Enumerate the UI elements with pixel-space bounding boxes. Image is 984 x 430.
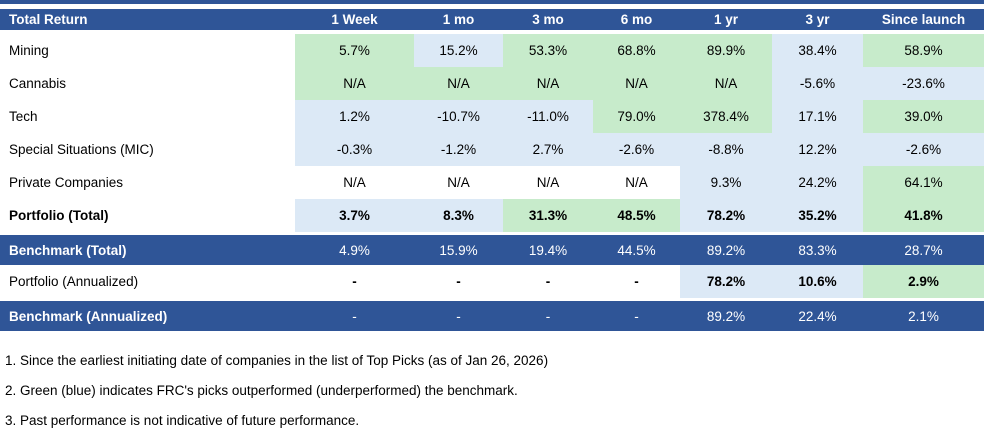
table-title: Total Return (9, 12, 88, 27)
table-header-row: Total Return 1 Week 1 mo 3 mo 6 mo 1 yr … (0, 9, 984, 30)
value-cell: 19.4% (528, 242, 568, 258)
value-cell: 41.8% (863, 199, 984, 232)
value-cell: - (352, 308, 357, 324)
value-cell: -2.6% (863, 133, 984, 166)
top-divider-bar (0, 0, 984, 4)
value-cell: 78.2% (680, 199, 772, 232)
footnotes: 1. Since the earliest initiating date of… (0, 345, 984, 430)
value-cell: 89.2% (706, 242, 746, 258)
value-cell: 3.7% (295, 199, 414, 232)
value-cell: - (634, 308, 639, 324)
value-cell: N/A (680, 67, 772, 100)
value-cell: - (352, 274, 357, 289)
value-cell: - (456, 308, 461, 324)
table-row: Private Companies N/A N/A N/A N/A 9.3% 24.2% 64… (0, 166, 984, 199)
row-label: Tech (9, 109, 38, 124)
value-cell: 78.2% (680, 265, 772, 298)
value-cell: N/A (447, 175, 470, 190)
column-header-1-week: 1 Week (331, 12, 378, 27)
column-header-1-mo: 1 mo (442, 12, 475, 27)
value-cell: 28.7% (904, 242, 943, 258)
value-cell: N/A (295, 67, 414, 100)
row-label: Private Companies (9, 175, 124, 190)
value-cell: 1.2% (295, 100, 414, 133)
value-cell: -5.6% (772, 67, 863, 100)
row-label: Cannabis (9, 76, 67, 91)
value-cell: 58.9% (863, 34, 984, 67)
value-cell: 10.6% (772, 265, 863, 298)
value-cell: 79.0% (593, 100, 680, 133)
table-body: Mining 5.7% 15.2% 53.3% 68.8% 89.9% 38.4% 58.9%… (0, 34, 984, 331)
value-cell: 2.9% (863, 265, 984, 298)
table-row: Mining 5.7% 15.2% 53.3% 68.8% 89.9% 38.4% 58.9% (0, 34, 984, 67)
value-cell: N/A (414, 67, 503, 100)
column-header-6-mo: 6 mo (620, 12, 653, 27)
table-row: Portfolio (Total) 3.7% 8.3% 31.3% 48.5% 78.2%… (0, 199, 984, 232)
value-cell: -0.3% (295, 133, 414, 166)
value-cell: -10.7% (414, 100, 503, 133)
value-cell: 5.7% (295, 34, 414, 67)
value-cell: 35.2% (772, 199, 863, 232)
row-label: Benchmark (Annualized) (9, 308, 168, 324)
value-cell: N/A (593, 67, 680, 100)
value-cell: -11.0% (503, 100, 593, 133)
value-cell: - (545, 274, 551, 289)
value-cell: 12.2% (772, 133, 863, 166)
value-cell: 68.8% (593, 34, 680, 67)
value-cell: -1.2% (414, 133, 503, 166)
table-row: Portfolio (Annualized) - - - - 78.2% 10.6% 2.9% (0, 265, 984, 298)
column-header-3-mo: 3 mo (532, 12, 564, 27)
footnote-1: 1. Since the earliest initiating date of… (5, 352, 549, 368)
value-cell: N/A (625, 175, 648, 190)
value-cell: 31.3% (503, 199, 593, 232)
row-label: Special Situations (MIC) (9, 142, 154, 157)
value-cell: 44.5% (617, 242, 656, 258)
value-cell: - (545, 308, 551, 324)
value-cell: N/A (503, 67, 593, 100)
column-header-3-yr: 3 yr (805, 12, 830, 27)
value-cell: 4.9% (339, 242, 370, 258)
footnote-3: 3. Past performance is not indicative of… (5, 412, 360, 428)
column-header-1-yr: 1 yr (713, 12, 739, 27)
row-label: Portfolio (Total) (9, 208, 109, 223)
value-cell: N/A (536, 175, 560, 190)
value-cell: 22.4% (798, 308, 837, 324)
value-cell: 9.3% (680, 166, 772, 199)
value-cell: 38.4% (772, 34, 863, 67)
row-label: Mining (9, 43, 49, 58)
value-cell: 15.9% (439, 242, 478, 258)
table-row: Cannabis N/A N/A N/A N/A N/A -5.6% -23.6% (0, 67, 984, 100)
value-cell: N/A (343, 175, 366, 190)
value-cell: 8.3% (414, 199, 503, 232)
table-row: Special Situations (MIC) -0.3% -1.2% 2.7% -2… (0, 133, 984, 166)
value-cell: 2.1% (908, 308, 939, 324)
value-cell: - (634, 274, 639, 289)
footnote-2: 2. Green (blue) indicates FRC's picks ou… (5, 382, 518, 398)
value-cell: 89.9% (680, 34, 772, 67)
column-header-since-launch: Since launch (881, 12, 966, 27)
table-row: Benchmark (Total) 4.9% 15.9% 19.4% 44.5% 89.2… (0, 232, 984, 265)
value-cell: 24.2% (772, 166, 863, 199)
row-label: Portfolio (Annualized) (9, 274, 139, 289)
value-cell: - (456, 274, 461, 289)
value-cell: -23.6% (863, 67, 984, 100)
value-cell: 83.3% (798, 242, 837, 258)
value-cell: 89.2% (706, 308, 746, 324)
value-cell: 378.4% (680, 100, 772, 133)
total-return-table: Total Return 1 Week 1 mo 3 mo 6 mo 1 yr … (0, 9, 984, 331)
value-cell: 17.1% (772, 100, 863, 133)
table-row: Benchmark (Annualized) - - - - 89.2% 22.4% 2.1% (0, 298, 984, 331)
table-row: Tech 1.2% -10.7% -11.0% 79.0% 378.4% 17.1% 39.0… (0, 100, 984, 133)
value-cell: 15.2% (414, 34, 503, 67)
value-cell: 2.7% (503, 133, 593, 166)
value-cell: 48.5% (593, 199, 680, 232)
value-cell: -2.6% (593, 133, 680, 166)
value-cell: 53.3% (503, 34, 593, 67)
value-cell: 39.0% (863, 100, 984, 133)
value-cell: 64.1% (863, 166, 984, 199)
row-label: Benchmark (Total) (9, 242, 127, 258)
value-cell: -8.8% (680, 133, 772, 166)
